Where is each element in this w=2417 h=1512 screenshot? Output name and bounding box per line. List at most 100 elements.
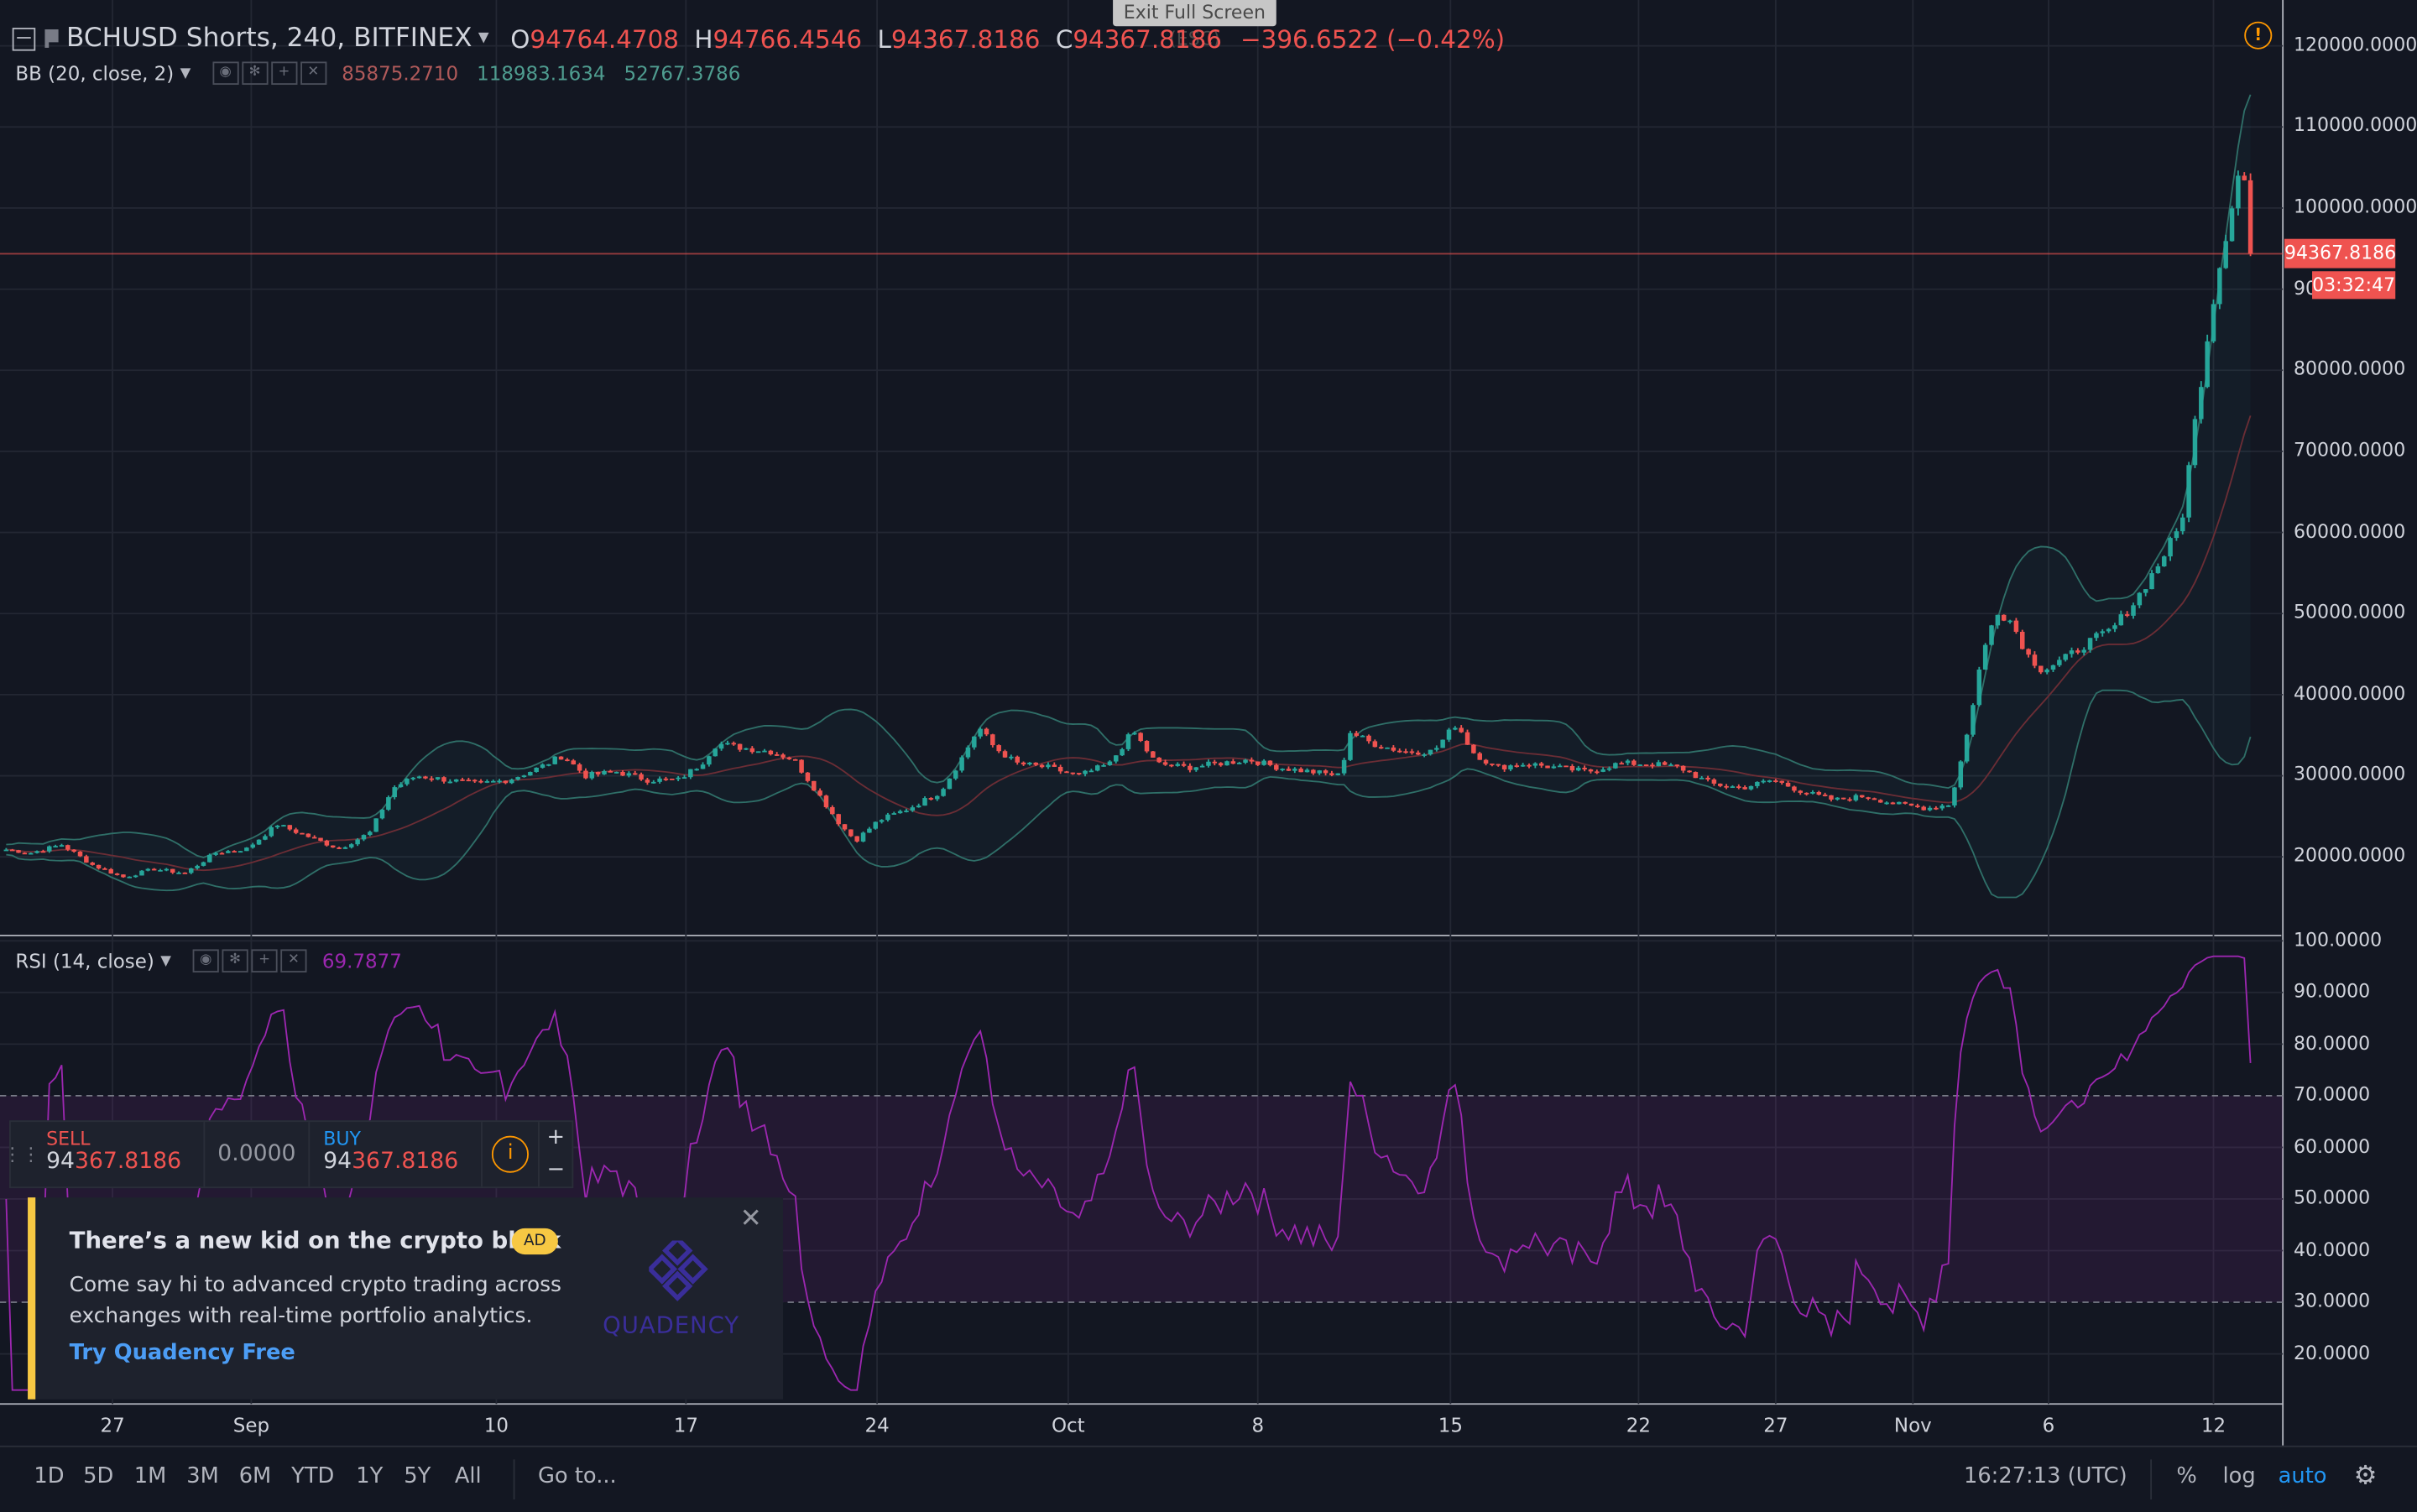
candle	[1557, 765, 1563, 768]
candle	[1853, 795, 1859, 800]
candle	[1995, 614, 2001, 626]
auto-toggle[interactable]: auto	[2278, 1463, 2327, 1489]
candle	[201, 862, 206, 866]
range-button-5y[interactable]: 5Y	[404, 1463, 431, 1489]
range-button-all[interactable]: All	[454, 1463, 482, 1489]
candle	[2050, 665, 2056, 670]
range-button-6m[interactable]: 6M	[238, 1463, 272, 1489]
plus-icon[interactable]: +	[251, 949, 278, 972]
candle	[1199, 765, 1205, 768]
percent-toggle[interactable]: %	[2176, 1463, 2197, 1489]
close-icon[interactable]: ✕	[300, 61, 326, 86]
candle	[922, 798, 927, 806]
price-tick-label: 50000.0000	[2294, 601, 2406, 623]
drag-handle-icon[interactable]: ⋮⋮	[3, 1143, 40, 1165]
candle	[447, 781, 453, 784]
candle	[2032, 654, 2038, 666]
gear-icon[interactable]: ⚙	[2353, 1461, 2378, 1492]
range-button-3m[interactable]: 3M	[186, 1463, 219, 1489]
candle	[1921, 806, 1926, 811]
flag-icon[interactable]	[44, 29, 59, 48]
decrement-button[interactable]: −	[546, 1157, 566, 1182]
candle	[53, 846, 58, 848]
candle	[1181, 764, 1187, 766]
candle	[1576, 767, 1581, 771]
candle	[1354, 733, 1360, 736]
eye-icon[interactable]: ◉	[212, 61, 239, 86]
candle	[1631, 760, 1637, 765]
range-button-ytd[interactable]: YTD	[291, 1463, 335, 1489]
candle	[170, 868, 175, 873]
candle	[2236, 175, 2241, 209]
chevron-down-icon[interactable]: ▼	[160, 952, 171, 969]
candle	[2180, 517, 2185, 532]
candle	[1076, 773, 1082, 774]
close-icon[interactable]: ✕	[739, 1203, 762, 1235]
symbol-legend: BCHUSD Shorts, 240, BITFINEX ▼ O 94764.4…	[12, 23, 1505, 55]
quantity-stepper[interactable]: + −	[540, 1122, 572, 1186]
sell-button[interactable]: SELL 94367.8186	[33, 1122, 206, 1187]
collapse-legend-icon[interactable]	[12, 27, 36, 50]
candle	[59, 845, 65, 847]
exit-fullscreen-button[interactable]: Exit Full Screen (ESC)	[1113, 0, 1276, 50]
candle	[2124, 614, 2130, 616]
candle	[1341, 759, 1347, 774]
candle	[860, 832, 866, 842]
candle	[102, 868, 107, 870]
candle	[879, 820, 885, 822]
candle	[1459, 727, 1464, 733]
candle	[780, 754, 786, 758]
candle	[2143, 589, 2148, 593]
range-button-5d[interactable]: 5D	[83, 1463, 114, 1489]
quantity-field[interactable]: 0.0000	[206, 1122, 310, 1187]
candle	[398, 784, 404, 788]
rsi-tick-label: 100.0000	[2294, 928, 2383, 951]
increment-button[interactable]: +	[546, 1124, 566, 1150]
candle	[318, 837, 323, 842]
info-button[interactable]: i	[483, 1122, 540, 1187]
eye-icon[interactable]: ◉	[192, 949, 219, 972]
rsi-name[interactable]: RSI (14, close)	[15, 949, 154, 972]
log-toggle[interactable]: log	[2222, 1463, 2256, 1489]
rsi-tick-label: 40.0000	[2294, 1238, 2371, 1260]
bb-name[interactable]: BB (20, close, 2)	[15, 61, 175, 86]
candle	[1378, 747, 1384, 749]
buy-button[interactable]: BUY 94367.8186	[310, 1122, 483, 1187]
symbol-title[interactable]: BCHUSD Shorts, 240, BITFINEX	[65, 23, 472, 55]
candle	[1396, 750, 1402, 753]
chevron-down-icon[interactable]: ▼	[180, 65, 191, 81]
candle	[1866, 797, 1871, 800]
candle	[1600, 769, 1605, 772]
goto-button[interactable]: Go to...	[538, 1463, 617, 1489]
clock[interactable]: 16:27:13 (UTC)	[1963, 1463, 2127, 1489]
range-button-1d[interactable]: 1D	[34, 1463, 65, 1489]
candle	[1434, 748, 1439, 750]
gear-icon[interactable]: ✻	[241, 61, 269, 86]
candle	[293, 829, 299, 833]
candle	[990, 734, 995, 746]
buy-label: BUY	[323, 1128, 361, 1150]
range-button-1m[interactable]: 1M	[133, 1463, 167, 1489]
candle	[744, 748, 749, 750]
candle	[1046, 764, 1051, 768]
ad-title: There’s a new kid on the crypto block	[69, 1227, 561, 1255]
gear-icon[interactable]: ✻	[222, 949, 248, 972]
candle	[1730, 786, 1736, 789]
candle	[305, 833, 311, 837]
alert-icon[interactable]: !	[2244, 21, 2273, 50]
candle	[176, 872, 181, 874]
candle	[460, 779, 465, 781]
ad-cta-link[interactable]: Try Quadency Free	[69, 1340, 295, 1366]
plus-icon[interactable]: +	[270, 61, 298, 86]
chevron-down-icon[interactable]: ▼	[478, 30, 489, 47]
candle	[1144, 741, 1150, 752]
candle	[817, 790, 822, 796]
candle	[1138, 733, 1143, 742]
candle	[1409, 751, 1415, 753]
range-button-1y[interactable]: 1Y	[356, 1463, 384, 1489]
candle	[1323, 770, 1329, 774]
candle	[1748, 785, 1754, 790]
candle	[2081, 649, 2086, 653]
close-icon[interactable]: ✕	[280, 949, 307, 972]
candle	[472, 779, 478, 782]
